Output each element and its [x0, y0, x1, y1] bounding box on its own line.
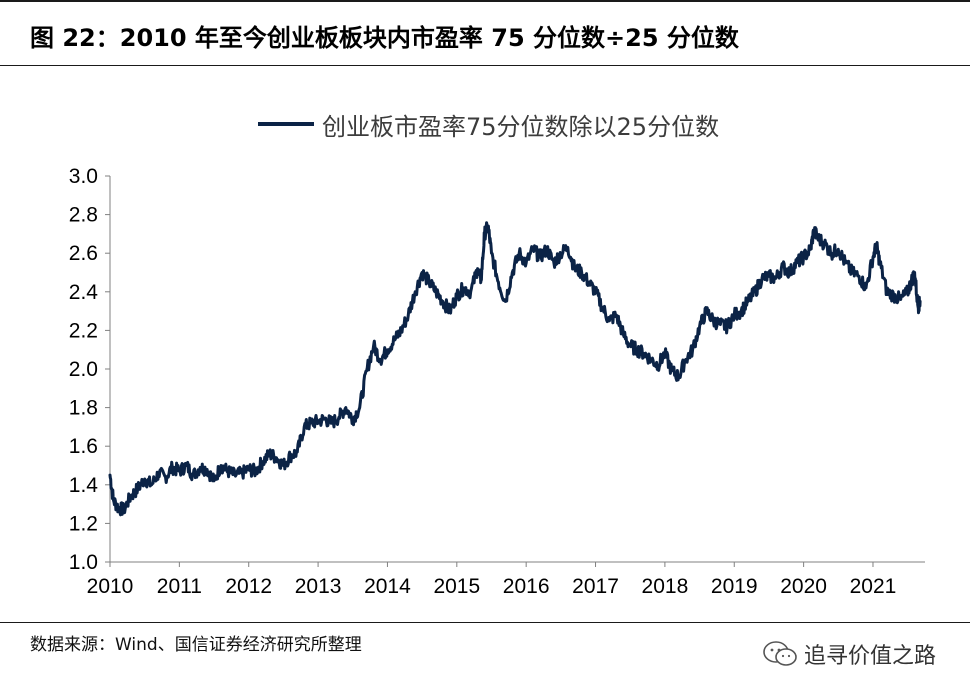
wechat-icon [763, 641, 797, 666]
x-tick-label: 2021 [850, 575, 897, 598]
y-tick-label: 2.6 [69, 242, 98, 265]
y-tick-label: 1.8 [69, 397, 98, 420]
x-tick-label: 2017 [572, 575, 619, 598]
x-tick-label: 2013 [295, 575, 342, 598]
x-tick-label: 2015 [433, 575, 480, 598]
y-tick-label: 2.2 [69, 319, 98, 342]
y-tick-label: 2.8 [69, 204, 98, 227]
watermark: 追寻价值之路 [762, 638, 936, 670]
y-tick-label: 1.4 [69, 474, 99, 497]
y-tick-label: 2.4 [69, 281, 99, 304]
x-tick-label: 2012 [225, 575, 272, 598]
x-tick-label: 2018 [642, 575, 689, 598]
watermark-text: 追寻价值之路 [804, 644, 937, 669]
y-tick-label: 1.2 [69, 512, 98, 535]
chart-legend: 创业板市盈率75分位数除以25分位数 [258, 104, 719, 144]
y-tick-label: 3.0 [69, 165, 98, 188]
x-tick-label: 2020 [780, 575, 827, 598]
legend-label: 创业板市盈率75分位数除以25分位数 [322, 112, 720, 141]
series-line [108, 221, 922, 517]
x-tick-label: 2011 [157, 575, 202, 598]
legend-swatch [258, 122, 314, 126]
source-note: 数据来源：Wind、国信证券经济研究所整理 [30, 635, 362, 655]
x-tick-label: 2010 [87, 575, 134, 598]
x-tick-label: 2016 [503, 575, 550, 598]
y-tick-label: 1.6 [69, 435, 98, 458]
x-tick-label: 2014 [364, 575, 411, 598]
y-tick-label: 1.0 [69, 551, 98, 574]
figure-title: 图 22：2010 年至今创业板板块内市盈率 75 分位数÷25 分位数 [30, 24, 739, 52]
y-tick-label: 2.0 [69, 358, 98, 381]
title-bar: 图 22：2010 年至今创业板板块内市盈率 75 分位数÷25 分位数 [0, 0, 970, 66]
x-tick-label: 2019 [711, 575, 758, 598]
source-divider [0, 622, 970, 623]
